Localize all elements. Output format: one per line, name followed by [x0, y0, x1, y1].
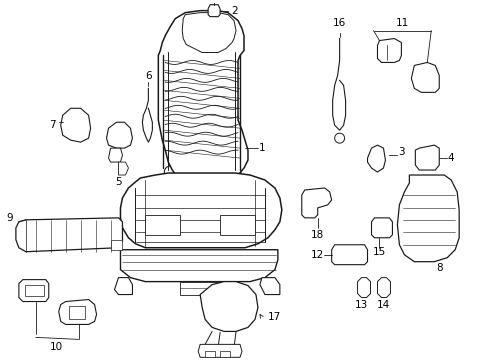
Text: 15: 15 — [372, 247, 386, 257]
Polygon shape — [68, 306, 84, 319]
Text: 11: 11 — [395, 18, 408, 28]
Polygon shape — [377, 39, 401, 62]
Polygon shape — [371, 218, 392, 238]
Polygon shape — [205, 351, 215, 357]
Polygon shape — [118, 162, 128, 175]
Polygon shape — [260, 278, 279, 294]
Polygon shape — [61, 108, 90, 142]
Text: 10: 10 — [50, 342, 63, 352]
Polygon shape — [357, 278, 370, 298]
Polygon shape — [114, 278, 132, 294]
Polygon shape — [180, 282, 220, 294]
Polygon shape — [331, 245, 367, 265]
Polygon shape — [59, 300, 96, 324]
Text: 9: 9 — [6, 213, 13, 223]
Polygon shape — [397, 175, 458, 262]
Polygon shape — [120, 250, 277, 282]
Polygon shape — [25, 285, 44, 296]
Polygon shape — [198, 345, 242, 357]
Text: 13: 13 — [354, 300, 367, 310]
Text: 5: 5 — [115, 177, 122, 187]
Text: 8: 8 — [435, 263, 442, 273]
Polygon shape — [108, 148, 122, 162]
Polygon shape — [220, 351, 229, 357]
Polygon shape — [106, 122, 132, 148]
Text: 3: 3 — [397, 147, 404, 157]
Polygon shape — [16, 218, 122, 252]
Polygon shape — [120, 173, 281, 248]
Text: 18: 18 — [310, 230, 324, 240]
Polygon shape — [367, 145, 385, 172]
Polygon shape — [208, 5, 220, 17]
Text: 17: 17 — [267, 312, 281, 323]
Polygon shape — [19, 280, 49, 302]
Text: 16: 16 — [332, 18, 346, 28]
Polygon shape — [158, 11, 247, 185]
Polygon shape — [220, 215, 254, 235]
Text: 6: 6 — [145, 71, 151, 81]
Text: 2: 2 — [231, 6, 238, 15]
Polygon shape — [182, 13, 236, 53]
Polygon shape — [200, 282, 258, 332]
Text: 4: 4 — [447, 153, 453, 163]
Text: 14: 14 — [376, 300, 389, 310]
Polygon shape — [301, 188, 331, 218]
Text: 1: 1 — [258, 143, 264, 153]
Polygon shape — [110, 240, 122, 250]
Polygon shape — [414, 145, 438, 170]
Polygon shape — [377, 278, 389, 298]
Polygon shape — [410, 62, 438, 92]
Text: 7: 7 — [49, 120, 56, 130]
Polygon shape — [145, 215, 180, 235]
Text: 12: 12 — [310, 250, 324, 260]
